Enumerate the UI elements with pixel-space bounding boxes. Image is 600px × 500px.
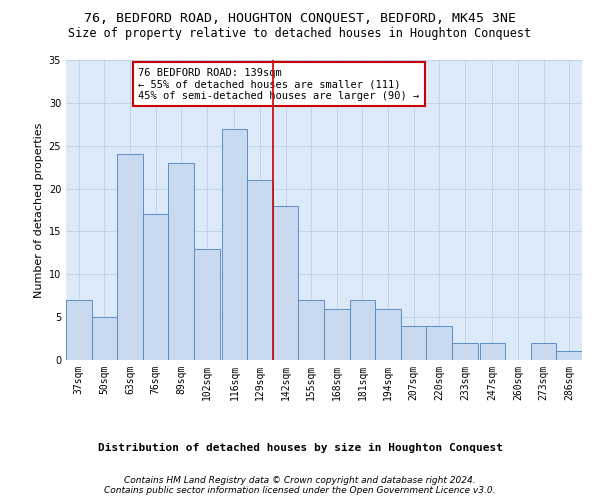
Bar: [427, 326, 452, 360]
Bar: [556, 352, 582, 360]
Bar: [247, 180, 273, 360]
Bar: [92, 317, 117, 360]
Text: 76 BEDFORD ROAD: 139sqm
← 55% of detached houses are smaller (111)
45% of semi-d: 76 BEDFORD ROAD: 139sqm ← 55% of detache…: [138, 68, 419, 100]
Text: Contains HM Land Registry data © Crown copyright and database right 2024.
Contai: Contains HM Land Registry data © Crown c…: [104, 476, 496, 495]
Bar: [194, 248, 220, 360]
Text: Distribution of detached houses by size in Houghton Conquest: Distribution of detached houses by size …: [97, 442, 503, 452]
Bar: [221, 128, 247, 360]
Bar: [401, 326, 427, 360]
Bar: [143, 214, 169, 360]
Text: Size of property relative to detached houses in Houghton Conquest: Size of property relative to detached ho…: [68, 28, 532, 40]
Bar: [452, 343, 478, 360]
Text: 76, BEDFORD ROAD, HOUGHTON CONQUEST, BEDFORD, MK45 3NE: 76, BEDFORD ROAD, HOUGHTON CONQUEST, BED…: [84, 12, 516, 26]
Bar: [350, 300, 375, 360]
Bar: [375, 308, 401, 360]
Y-axis label: Number of detached properties: Number of detached properties: [34, 122, 44, 298]
Bar: [169, 163, 194, 360]
Bar: [324, 308, 350, 360]
Bar: [66, 300, 92, 360]
Bar: [479, 343, 505, 360]
Bar: [298, 300, 324, 360]
Bar: [273, 206, 298, 360]
Bar: [531, 343, 556, 360]
Bar: [117, 154, 143, 360]
